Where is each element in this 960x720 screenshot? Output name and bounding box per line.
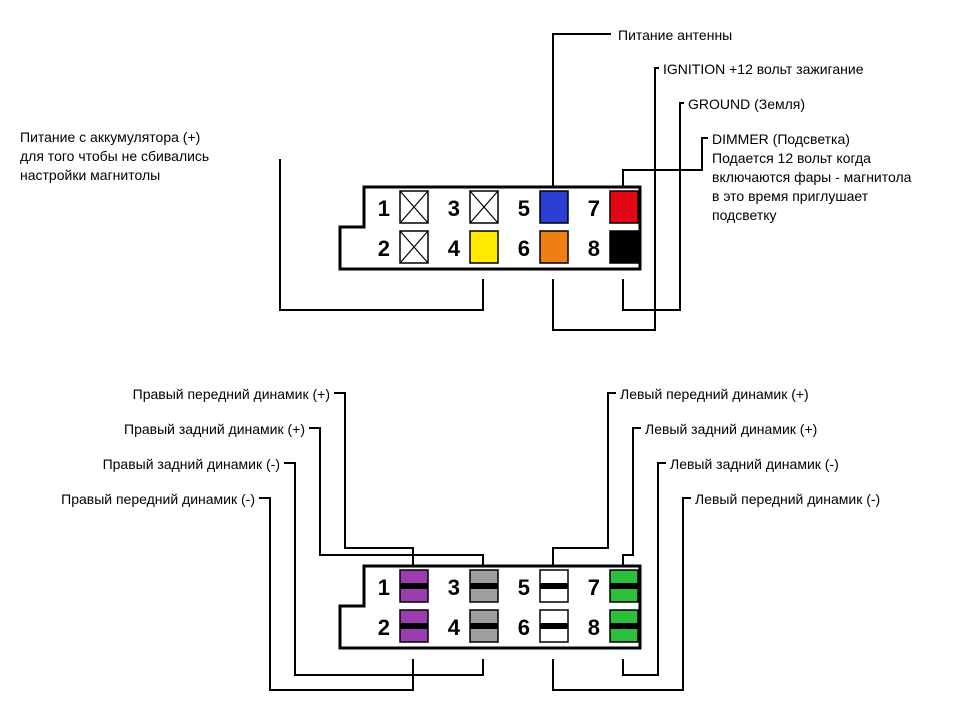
svg-text:4: 4	[448, 236, 461, 261]
svg-text:8: 8	[588, 615, 600, 640]
label-b-l3: Правый задний динамик (-)	[103, 455, 280, 474]
svg-text:7: 7	[588, 196, 600, 221]
svg-text:1: 1	[378, 575, 390, 600]
label-b-r2: Левый задний динамик (+)	[645, 420, 817, 439]
label-a-left: Питание с аккумулятора (+) для того чтоб…	[20, 128, 280, 185]
svg-text:6: 6	[518, 615, 530, 640]
svg-text:6: 6	[518, 236, 530, 261]
svg-text:4: 4	[448, 615, 461, 640]
label-b-r1: Левый передний динамик (+)	[620, 385, 809, 404]
svg-text:3: 3	[448, 196, 460, 221]
label-b-l4: Правый передний динамик (-)	[61, 490, 255, 509]
label-a-r1: Питание антенны	[618, 26, 732, 45]
svg-text:7: 7	[588, 575, 600, 600]
label-b-r4: Левый передний динамик (-)	[695, 490, 880, 509]
label-b-l2: Правый задний динамик (+)	[124, 420, 305, 439]
svg-text:2: 2	[378, 236, 390, 261]
svg-text:3: 3	[448, 575, 460, 600]
label-b-l1: Правый передний динамик (+)	[133, 385, 330, 404]
svg-text:1: 1	[378, 196, 390, 221]
label-a-r3: GROUND (Земля)	[688, 95, 805, 114]
label-a-r2: IGNITION +12 вольт зажигание	[663, 60, 864, 79]
label-a-r4: DIMMER (Подсветка) Подается 12 вольт ког…	[712, 130, 952, 224]
svg-text:2: 2	[378, 615, 390, 640]
svg-text:5: 5	[518, 575, 530, 600]
svg-text:8: 8	[588, 236, 600, 261]
wiring-diagram: 1 3 5 7 2 4 6 8 1 3 5 7 2 4 6 8	[0, 0, 960, 720]
label-b-r3: Левый задний динамик (-)	[670, 455, 839, 474]
svg-text:5: 5	[518, 196, 530, 221]
